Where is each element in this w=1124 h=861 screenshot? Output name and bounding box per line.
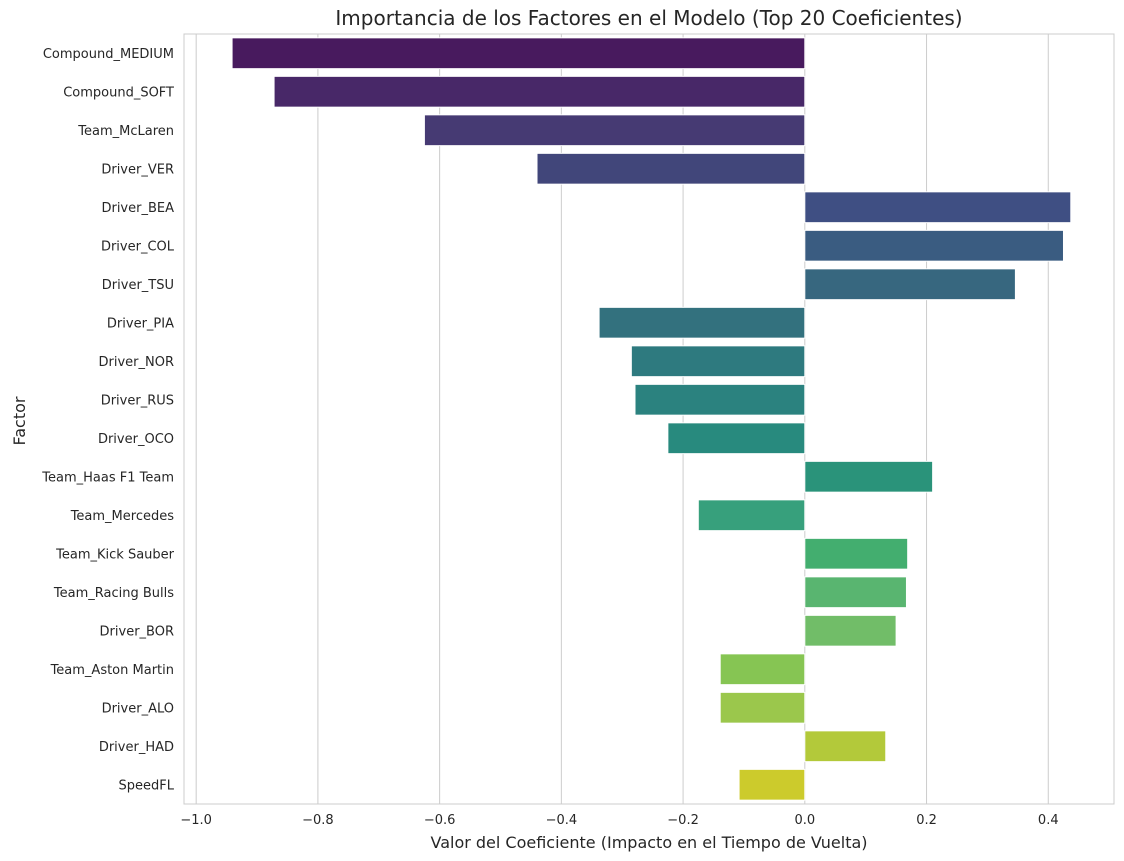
bar (804, 576, 907, 609)
y-tick-label: Driver_PIA (107, 316, 174, 331)
chart-title: Importancia de los Factores en el Modelo… (335, 6, 962, 30)
y-tick-label: Driver_BEA (101, 201, 174, 216)
y-tick-label: SpeedFL (119, 778, 175, 793)
bar (697, 499, 806, 532)
y-tick-label: Driver_ALO (102, 701, 174, 716)
x-tick-labels: −1.0 −0.8 −0.6 −0.4 −0.2 0.0 0.2 0.4 (180, 813, 1058, 828)
bar (719, 653, 806, 686)
y-tick-label: Team_Aston Martin (50, 663, 174, 678)
x-tick-label: 0.0 (794, 813, 815, 828)
bar (804, 730, 887, 763)
bar (804, 460, 934, 493)
y-tick-label: Team_Kick Sauber (55, 547, 175, 562)
bar (804, 268, 1016, 301)
y-tick-label: Driver_COL (101, 239, 175, 254)
y-tick-label: Compound_MEDIUM (43, 47, 174, 62)
bar (667, 422, 806, 455)
plot-frame (183, 33, 1115, 805)
bar (804, 614, 897, 647)
y-tick-label: Driver_HAD (99, 740, 174, 755)
bars (231, 37, 1072, 801)
bar (719, 691, 806, 724)
bar (634, 383, 806, 416)
bar (804, 191, 1072, 224)
x-tick-label: −1.0 (180, 813, 212, 828)
bar (423, 114, 806, 147)
bar (231, 37, 806, 70)
bar (598, 306, 806, 339)
bar (273, 75, 806, 108)
x-tick-label: −0.4 (546, 813, 578, 828)
y-tick-label: Team_McLaren (77, 124, 174, 139)
grid-lines (195, 34, 1049, 804)
x-tick-label: 0.2 (916, 813, 937, 828)
y-tick-label: Driver_NOR (99, 355, 175, 370)
bar (804, 229, 1064, 262)
bar (536, 152, 806, 185)
y-tick-label: Driver_VER (101, 162, 174, 177)
y-tick-label: Team_Haas F1 Team (41, 470, 174, 485)
x-tick-label: −0.6 (424, 813, 456, 828)
y-tick-label: Driver_OCO (98, 432, 174, 447)
x-axis-label: Valor del Coeficiente (Impacto en el Tie… (430, 833, 867, 852)
y-tick-label: Driver_BOR (100, 624, 174, 639)
y-tick-label: Team_Racing Bulls (53, 586, 174, 601)
bar (738, 768, 806, 801)
x-tick-label: 0.4 (1038, 813, 1059, 828)
y-axis-label: Factor (10, 396, 29, 445)
x-tick-label: −0.8 (302, 813, 334, 828)
y-tick-label: Team_Mercedes (70, 509, 175, 524)
y-tick-label: Driver_RUS (101, 393, 174, 408)
y-tick-label: Compound_SOFT (63, 85, 174, 100)
bar (630, 345, 806, 378)
x-tick-label: −0.2 (667, 813, 699, 828)
y-tick-labels: Compound_MEDIUM Compound_SOFT Team_McLaren… (41, 47, 174, 794)
y-tick-label: Driver_TSU (102, 278, 174, 293)
bar (804, 537, 909, 570)
